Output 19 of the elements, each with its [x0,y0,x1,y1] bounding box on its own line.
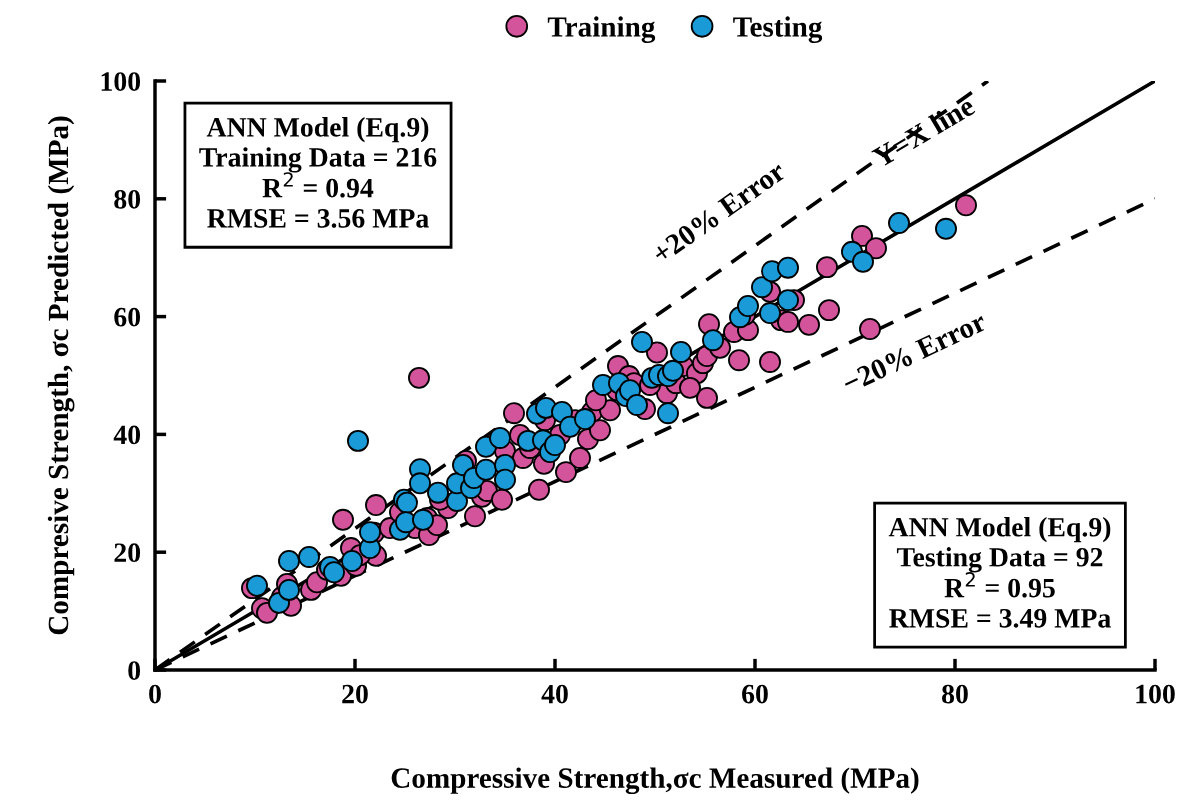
x-tick-label: 80 [942,684,968,704]
y-axis-title: Compresive Strength, σc Predicted (MPa) [47,116,75,635]
annotation: ANN Model (Eq.9) Training Data = 216 R$^{2}$ = 0.94 RMSE = 3.56 MPa [199,117,437,228]
x-tick-label: 100 [1136,684,1175,704]
x-axis-title: Compressive Strength,σc Measured (MPa) [391,767,919,795]
annotation: ANN Model (Eq.9) Testing Data = 92 R$^{2}$ = 0.95 RMSE = 3.49 MPa [888,517,1111,628]
y-tick-label: 20 [114,543,141,563]
legend-label: Training [547,16,656,43]
y-tick-label: 40 [113,425,141,445]
y-tick-label: 0 [128,661,141,680]
legend-label: Testing [733,16,823,43]
y-tick-label: 60 [114,307,141,327]
annotation: −20% Error [841,311,988,394]
x-tick-label: 60 [742,684,768,704]
x-tick-label: 40 [541,684,568,704]
y-tick-label: 100 [101,72,141,91]
y-tick-label: 80 [114,189,141,209]
x-tick-label: 20 [342,684,368,704]
x-tick-label: 0 [149,684,161,704]
